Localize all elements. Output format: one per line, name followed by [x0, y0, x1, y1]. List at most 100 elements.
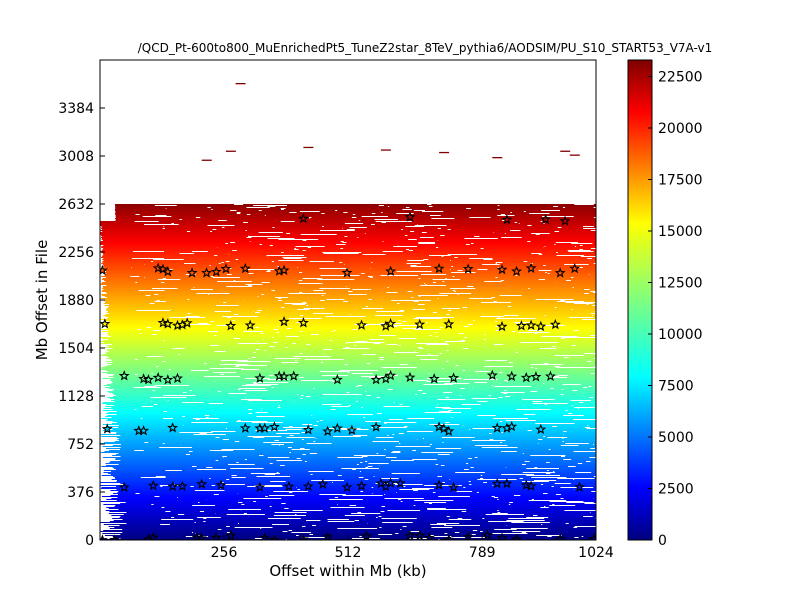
read-segment: [447, 533, 493, 534]
read-segment: [306, 515, 345, 516]
read-segment: [499, 317, 570, 318]
read-segment: [506, 467, 535, 468]
read-segment: [293, 442, 443, 443]
read-segment: [333, 331, 513, 332]
read-segment: [588, 293, 596, 294]
read-segment: [380, 513, 493, 514]
read-segment: [217, 331, 244, 332]
read-segment: [362, 366, 485, 367]
read-segment: [577, 390, 596, 391]
read-segment: [503, 344, 596, 345]
read-segment: [503, 432, 596, 433]
read-segment: [116, 432, 180, 433]
read-segment: [276, 220, 359, 221]
read-segment: [107, 419, 196, 420]
read-segment: [100, 443, 163, 444]
read-segment: [109, 313, 188, 314]
y-tick-label: 1880: [58, 293, 94, 309]
read-segment: [103, 472, 277, 473]
read-segment: [153, 373, 352, 374]
read-segment: [218, 345, 354, 346]
read-segment: [251, 285, 421, 286]
read-segment: [363, 223, 519, 224]
read-segment: [100, 223, 172, 224]
read-segment: [139, 214, 247, 215]
read-segment: [511, 306, 596, 307]
read-segment: [360, 428, 473, 429]
read-segment: [206, 433, 277, 434]
read-segment: [241, 510, 293, 511]
read-segment: [416, 450, 557, 451]
read-segment: [111, 400, 168, 401]
read-segment: [309, 449, 385, 450]
read-segment: [186, 397, 377, 398]
read-segment: [109, 462, 237, 463]
read-segment: [104, 305, 216, 306]
star-marker: [540, 213, 552, 225]
read-segment: [416, 338, 562, 339]
read-segment: [195, 522, 383, 523]
read-segment: [115, 458, 297, 459]
read-segment: [194, 253, 324, 254]
read-segment: [537, 515, 596, 516]
read-segment: [113, 394, 298, 395]
read-segment: [102, 428, 226, 429]
read-segment: [205, 317, 228, 318]
read-segment: [103, 504, 152, 505]
read-segment: [101, 372, 214, 373]
read-segment: [468, 326, 496, 327]
read-segment: [560, 475, 596, 476]
read-segment: [306, 257, 455, 258]
read-segment: [450, 407, 575, 408]
read-segment: [453, 381, 507, 382]
read-segment: [466, 511, 596, 512]
read-segment: [459, 424, 596, 425]
read-segment: [228, 254, 363, 255]
read-segment: [271, 506, 382, 507]
colorbar-tick-label: 7500: [658, 378, 694, 394]
star-marker: [341, 481, 353, 492]
read-segment: [101, 475, 232, 476]
read-segment: [563, 434, 596, 435]
read-segment: [348, 375, 394, 376]
read-segment: [444, 235, 596, 236]
read-segment: [112, 348, 173, 349]
read-segment: [554, 504, 596, 505]
read-segment: [549, 522, 596, 523]
read-segment: [189, 454, 303, 455]
read-segment: [140, 329, 274, 330]
read-segment: [517, 352, 596, 353]
read-segment: [111, 407, 278, 408]
read-segment: [108, 332, 277, 333]
read-segment: [512, 212, 596, 213]
read-segment: [106, 448, 300, 449]
read-segment: [218, 418, 408, 419]
read-segment: [540, 329, 596, 330]
read-segment: [273, 387, 473, 388]
read-segment: [510, 302, 566, 303]
read-segment: [227, 422, 252, 423]
read-segment: [224, 374, 394, 375]
read-segment: [380, 421, 500, 422]
read-segment: [365, 233, 505, 234]
sparse-read: [201, 159, 212, 161]
read-segment: [303, 315, 376, 316]
read-segment: [582, 249, 596, 250]
read-segment: [272, 527, 380, 528]
read-segment: [452, 410, 566, 411]
read-segment: [106, 431, 212, 432]
read-segment: [593, 303, 596, 304]
read-segment: [250, 241, 341, 242]
read-segment: [105, 292, 299, 293]
read-segment: [284, 465, 379, 466]
read-segment: [484, 518, 509, 519]
read-segment: [296, 360, 486, 361]
read-segment: [106, 273, 249, 274]
read-segment: [379, 397, 446, 398]
read-segment: [292, 492, 397, 493]
read-segment: [450, 411, 596, 412]
read-segment: [101, 276, 131, 277]
read-segment: [432, 206, 554, 207]
read-segment: [397, 326, 464, 327]
read-segment: [112, 396, 306, 397]
